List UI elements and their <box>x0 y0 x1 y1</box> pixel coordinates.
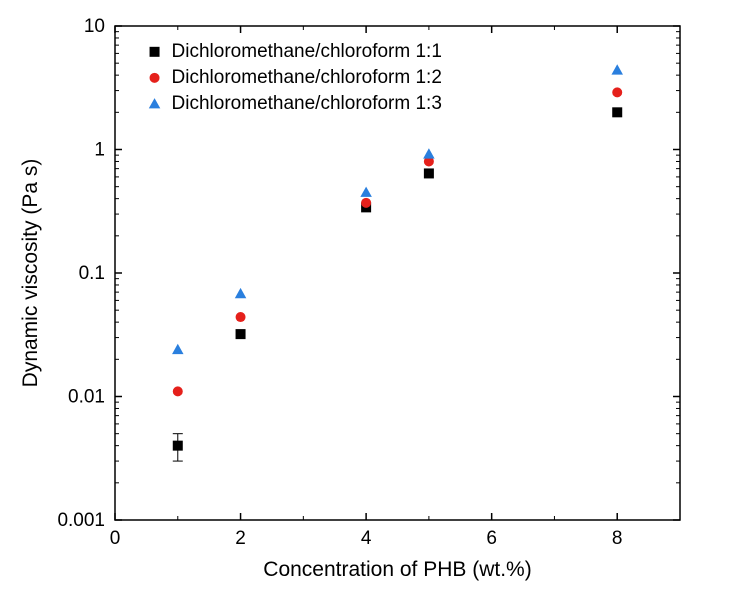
legend-label-s2: Dichloromethane/chloroform 1:2 <box>172 67 442 88</box>
y-tick-label: 0.1 <box>79 263 105 284</box>
x-tick-label: 0 <box>110 528 121 549</box>
x-tick-label: 6 <box>486 528 497 549</box>
legend: Dichloromethane/chloroform 1:1 Dichlorome… <box>149 41 442 114</box>
viscosity-chart: 0 2 4 6 8 Concentration of PHB (wt.%) 0.001 0.0… <box>0 0 733 604</box>
legend-label-s1: Dichloromethane/chloroform 1:1 <box>172 41 442 62</box>
y-tick-label: 0.01 <box>68 387 105 408</box>
series-s1 <box>173 107 622 461</box>
y-tick-label: 1 <box>94 140 105 161</box>
x-tick-label: 2 <box>235 528 246 549</box>
series-s2 <box>173 87 622 396</box>
x-axis-title: Concentration of PHB (wt.%) <box>263 558 531 581</box>
y-tick-label: 10 <box>84 16 105 37</box>
y-axis-title: Dynamic viscosity (Pa s) <box>19 159 42 388</box>
x-tick-label: 4 <box>361 528 372 549</box>
x-tick-label: 8 <box>612 528 623 549</box>
legend-label-s3: Dichloromethane/chloroform 1:3 <box>172 93 442 114</box>
y-tick-label: 0.001 <box>57 510 105 531</box>
